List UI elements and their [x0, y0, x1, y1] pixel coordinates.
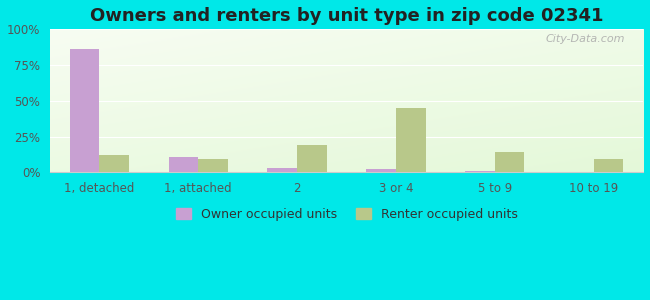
Title: Owners and renters by unit type in zip code 02341: Owners and renters by unit type in zip c… — [90, 7, 603, 25]
Bar — [495, 152, 525, 172]
Bar — [465, 171, 495, 172]
Bar — [168, 157, 198, 172]
Text: City-Data.com: City-Data.com — [546, 34, 625, 44]
Bar — [268, 168, 297, 172]
Bar — [70, 49, 99, 172]
Bar — [297, 145, 327, 172]
Bar — [593, 159, 623, 172]
Bar — [198, 159, 228, 172]
Bar — [99, 155, 129, 172]
Legend: Owner occupied units, Renter occupied units: Owner occupied units, Renter occupied un… — [171, 203, 523, 226]
Bar — [396, 108, 426, 172]
Bar — [367, 169, 396, 172]
